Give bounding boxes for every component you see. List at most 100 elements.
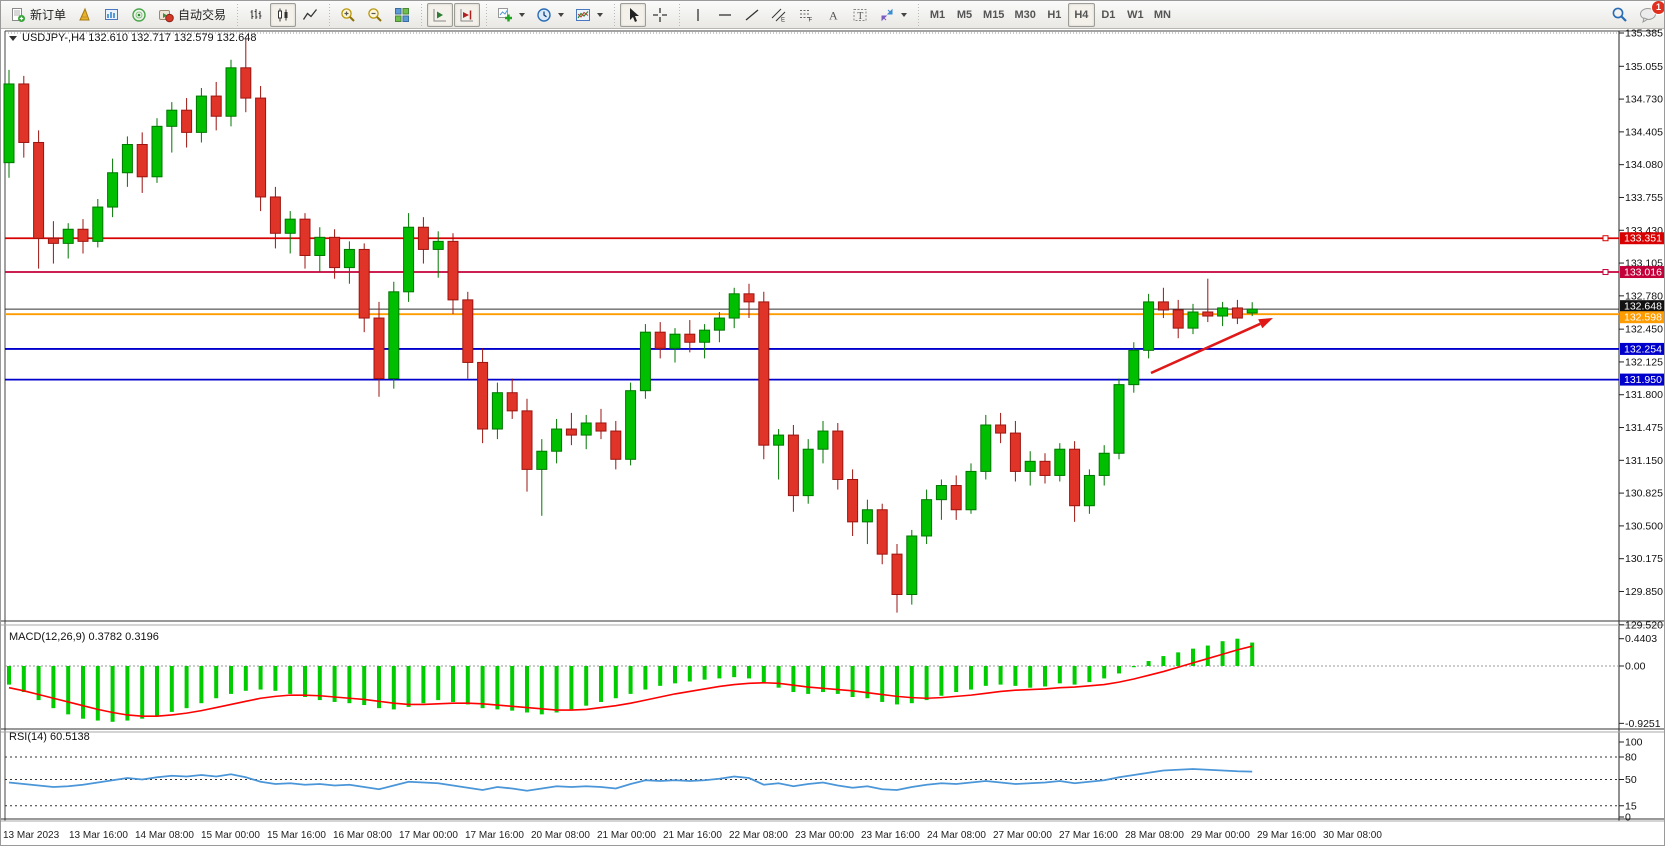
candle xyxy=(1231,307,1243,319)
quotes-button[interactable] xyxy=(72,3,98,27)
price-tick-label: 134.080 xyxy=(1625,159,1663,171)
macd-bar xyxy=(732,666,737,678)
time-label[interactable]: 27 Mar 00:00 xyxy=(993,830,1052,841)
timeframe-M1[interactable]: M1 xyxy=(929,8,946,21)
price-line-label: 132.648 xyxy=(1624,301,1662,313)
candle xyxy=(47,237,59,244)
equidistant-channel-icon: E xyxy=(771,7,787,23)
timeframe-H1[interactable]: H1 xyxy=(1047,8,1062,21)
time-label[interactable]: 23 Mar 00:00 xyxy=(795,830,854,841)
time-label[interactable]: 14 Mar 08:00 xyxy=(135,830,194,841)
timeframe-MN[interactable]: MN xyxy=(1153,8,1171,21)
macd-bar xyxy=(391,666,396,710)
bar-chart-button[interactable] xyxy=(243,3,269,27)
price-line-label: 132.254 xyxy=(1624,343,1662,355)
macd-bar xyxy=(895,666,899,705)
crosshair-tool-button[interactable] xyxy=(647,3,673,27)
timeframe-W1[interactable]: W1 xyxy=(1127,8,1144,21)
line-handle[interactable] xyxy=(1602,269,1609,276)
candle xyxy=(595,422,607,432)
indicators-button[interactable] xyxy=(492,3,530,27)
cursor-tool-button[interactable] xyxy=(620,2,647,27)
zoom-in-button[interactable] xyxy=(335,3,361,27)
time-label[interactable]: 20 Mar 08:00 xyxy=(531,830,590,841)
candle xyxy=(625,390,637,460)
text-label-tool-button[interactable]: T xyxy=(847,3,873,27)
time-label[interactable]: 21 Mar 00:00 xyxy=(597,830,656,841)
time-label[interactable]: 29 Mar 00:00 xyxy=(1191,830,1250,841)
candle xyxy=(817,430,829,450)
toolbar-separator xyxy=(234,3,241,26)
time-label[interactable]: 28 Mar 08:00 xyxy=(1125,830,1184,841)
trend-arrow-head[interactable] xyxy=(1258,318,1273,329)
line-chart-button[interactable] xyxy=(297,3,323,27)
macd-bar xyxy=(451,666,455,702)
time-label[interactable]: 30 Mar 08:00 xyxy=(1323,830,1382,841)
time-label[interactable]: 16 Mar 08:00 xyxy=(333,830,392,841)
time-label[interactable]: 23 Mar 16:00 xyxy=(861,830,920,841)
templates-button[interactable] xyxy=(570,3,608,27)
trendline-tool-button[interactable] xyxy=(739,3,765,27)
zoom-in-icon xyxy=(340,7,356,23)
time-label[interactable]: 21 Mar 16:00 xyxy=(663,830,722,841)
timeframe-M30[interactable]: M30 xyxy=(1014,8,1036,21)
chart-title-dropdown-icon[interactable] xyxy=(9,35,17,41)
chart-shift-button[interactable] xyxy=(454,2,481,27)
notifications-button[interactable]: 1 xyxy=(1634,1,1664,27)
price-tick-label: 135.055 xyxy=(1625,61,1663,73)
rsi-line xyxy=(8,768,1253,792)
periods-dropdown-caret[interactable] xyxy=(558,12,565,17)
timeframe-H4[interactable]: H4 xyxy=(1067,2,1095,27)
arrows-tool-button[interactable] xyxy=(874,3,912,27)
timeframe-M5[interactable]: M5 xyxy=(956,8,973,21)
new-order-button[interactable]: 新订单 xyxy=(5,3,71,27)
candle xyxy=(151,125,163,178)
search-button[interactable] xyxy=(1606,3,1633,27)
time-label[interactable]: 29 Mar 16:00 xyxy=(1257,830,1316,841)
horizontal-line-tool-button[interactable] xyxy=(712,3,738,27)
time-label[interactable]: 15 Mar 00:00 xyxy=(201,830,260,841)
candle xyxy=(1113,384,1125,454)
price-line-label-bg xyxy=(1620,373,1664,386)
auto-scroll-button[interactable] xyxy=(427,2,454,27)
auto-trading-button[interactable]: 自动交易 xyxy=(153,3,231,27)
candle xyxy=(536,450,548,470)
time-label[interactable]: 24 Mar 08:00 xyxy=(927,830,986,841)
arrows-dropdown-caret[interactable] xyxy=(901,12,908,17)
vertical-line-tool-button[interactable] xyxy=(685,3,711,27)
svg-text:A: A xyxy=(829,8,838,22)
equidistant-channel-tool-button[interactable]: E xyxy=(766,3,792,27)
fibonacci-tool-button[interactable]: F xyxy=(793,3,819,27)
toolbar-separator xyxy=(611,3,618,26)
trend-arrow[interactable] xyxy=(1150,322,1261,375)
price-tick-label: 132.125 xyxy=(1625,356,1663,368)
price-tick-label: 132.780 xyxy=(1625,290,1663,302)
time-label[interactable]: 22 Mar 08:00 xyxy=(729,830,788,841)
macd-bar xyxy=(850,666,855,697)
price-line-label-bg xyxy=(1620,311,1664,324)
time-label[interactable]: 17 Mar 00:00 xyxy=(399,830,458,841)
time-label[interactable]: 27 Mar 16:00 xyxy=(1059,830,1118,841)
text-tool-button[interactable]: A xyxy=(820,3,846,27)
macd-bar xyxy=(421,666,426,704)
signals-button[interactable] xyxy=(126,3,152,27)
time-label[interactable]: 13 Mar 16:00 xyxy=(69,830,128,841)
macd-bar xyxy=(480,666,485,709)
indicators-dropdown-caret[interactable] xyxy=(519,12,526,17)
templates-dropdown-caret[interactable] xyxy=(597,12,604,17)
time-label[interactable]: 15 Mar 16:00 xyxy=(267,830,326,841)
timeframe-D1[interactable]: D1 xyxy=(1101,8,1116,21)
macd-bar xyxy=(1102,666,1107,679)
macd-bar xyxy=(998,666,1003,685)
candlestick-chart-button[interactable] xyxy=(270,2,297,27)
toolbar-separator xyxy=(915,3,922,26)
tile-windows-button[interactable] xyxy=(389,3,415,27)
time-label[interactable]: 13 Mar 2023 xyxy=(3,830,60,841)
market-watch-button[interactable] xyxy=(99,3,125,27)
time-label[interactable]: 17 Mar 16:00 xyxy=(465,830,524,841)
line-chart-icon xyxy=(302,7,318,23)
periods-button[interactable] xyxy=(531,3,569,27)
zoom-out-button[interactable] xyxy=(362,3,388,27)
timeframe-M15[interactable]: M15 xyxy=(983,8,1005,21)
line-handle[interactable] xyxy=(1602,235,1609,242)
